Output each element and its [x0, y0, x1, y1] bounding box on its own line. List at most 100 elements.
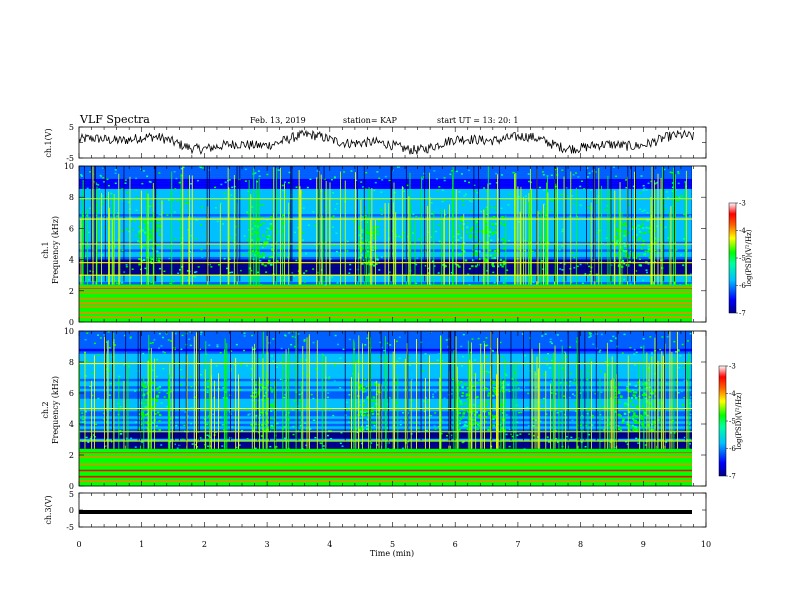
emission-burst-cell: [492, 382, 495, 385]
emission-burst-cell: [488, 413, 491, 416]
spectrogram-speckle: [402, 231, 405, 234]
emission-burst-cell: [158, 257, 161, 260]
emission-burst-cell: [629, 400, 633, 403]
spectrogram-speckle: [206, 434, 209, 437]
spectrogram-speckle: [561, 169, 564, 171]
spectrogram-speckle: [378, 177, 381, 180]
spectrogram-speckle: [485, 206, 488, 209]
spectrogram-speckle: [505, 433, 508, 436]
emission-burst-cell: [374, 399, 378, 402]
spectrogram-speckle: [649, 336, 652, 338]
emission-burst-cell: [358, 387, 362, 390]
spectrogram-speckle: [262, 204, 265, 206]
spectrogram-speckle: [571, 251, 574, 254]
spectrogram-speckle: [151, 230, 154, 233]
emission-burst-cell: [156, 394, 159, 397]
spectrogram-speckle: [172, 280, 175, 283]
spectrogram-speckle: [232, 240, 235, 242]
colorbar-tick-label: -7: [739, 310, 746, 318]
spectrogram-row: [79, 176, 706, 179]
spectrogram-speckle: [479, 225, 482, 228]
spectrogram-speckle: [417, 356, 420, 358]
spectrogram-speckle: [280, 347, 283, 350]
spectrogram-speckle: [631, 418, 634, 420]
spectrogram-speckle: [424, 353, 427, 355]
spectrogram-speckle: [635, 370, 638, 373]
spectrogram-speckle: [462, 204, 465, 206]
emission-burst-cell: [638, 230, 642, 233]
emission-burst-cell: [622, 418, 625, 421]
emission-burst-cell: [462, 412, 465, 415]
spectrogram-speckle: [169, 368, 172, 371]
spectrogram-speckle: [162, 351, 165, 353]
emission-burst-cell: [376, 390, 379, 393]
emission-burst-cell: [473, 414, 477, 417]
spectrogram-speckle: [570, 436, 573, 439]
spectrogram-speckle: [462, 355, 465, 358]
spectrogram-speckle: [298, 383, 301, 385]
spectrogram-speckle: [272, 360, 275, 362]
emission-burst-cell: [636, 428, 639, 431]
spectrogram-speckle: [281, 214, 284, 216]
spectrogram-speckle: [373, 189, 376, 192]
emission-burst-cell: [617, 401, 620, 404]
spectrogram-speckle: [114, 344, 117, 346]
emission-burst-cell: [261, 217, 264, 220]
spectrogram-speckle: [609, 339, 612, 342]
spectrogram-speckle: [135, 177, 138, 180]
spectrogram-speckle: [283, 396, 286, 399]
spectrogram-speckle: [331, 373, 334, 376]
emission-burst-cell: [156, 387, 160, 390]
spectrogram-speckle: [265, 271, 268, 273]
spectrogram-speckle: [314, 367, 317, 370]
spectrogram-speckle: [328, 377, 331, 380]
emission-burst-cell: [502, 263, 506, 266]
emission-burst-cell: [482, 402, 485, 405]
spectrogram-speckle: [304, 226, 307, 229]
spectrogram-speckle: [399, 420, 402, 422]
spectrogram-speckle: [332, 414, 335, 417]
spectrogram-row: [79, 406, 706, 409]
colorbar-tick-label: -7: [729, 473, 736, 481]
spectrogram-speckle: [85, 436, 88, 439]
spectrogram-speckle: [640, 414, 643, 417]
emission-burst-cell: [478, 257, 481, 260]
emission-burst-cell: [143, 219, 146, 222]
spectrogram-speckle: [505, 414, 508, 416]
spectrogram-speckle: [185, 198, 188, 201]
emission-burst-cell: [157, 254, 160, 257]
emission-burst-cell: [491, 257, 494, 260]
emission-burst-cell: [158, 429, 161, 432]
spectrogram-speckle: [530, 284, 533, 286]
spectrogram-speckle: [364, 378, 367, 381]
emission-burst-cell: [497, 251, 500, 254]
spectrogram-speckle: [434, 428, 437, 430]
colorbar-tick-label: -5: [729, 418, 736, 426]
spectrogram-speckle: [441, 189, 444, 192]
spectrogram-speckle: [681, 343, 684, 346]
spectrogram-speckle: [114, 172, 117, 174]
spectrogram-speckle: [588, 336, 591, 338]
emission-burst-cell: [365, 410, 369, 413]
spectrogram-speckle: [514, 372, 517, 375]
spectrogram-speckle: [334, 334, 337, 337]
spectrogram-speckle: [648, 402, 651, 404]
emission-burst-cell: [262, 256, 265, 259]
emission-burst-cell: [631, 236, 634, 239]
spectrogram-speckle: [681, 196, 684, 198]
spectrogram-speckle: [683, 436, 686, 439]
spectrogram-speckle: [190, 422, 193, 425]
emission-burst-cell: [358, 234, 361, 237]
emission-burst-cell: [361, 247, 365, 250]
spectrogram-speckle: [313, 224, 316, 227]
spectrogram-speckle: [122, 197, 125, 199]
spectrogram-speckle: [687, 340, 690, 342]
spectrogram-speckle: [99, 337, 102, 339]
colorbar-tick-label: -3: [729, 363, 736, 371]
spectrogram-speckle: [356, 382, 359, 384]
spectrogram-speckle: [467, 273, 470, 276]
emission-burst-cell: [476, 427, 480, 430]
emission-burst-cell: [614, 410, 617, 413]
spectrogram-speckle: [462, 200, 465, 202]
emission-burst-cell: [158, 261, 161, 264]
